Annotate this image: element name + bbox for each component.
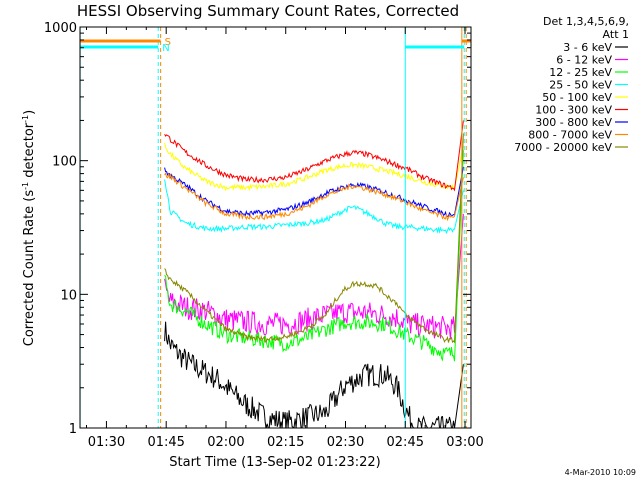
x-tick-label: 02:30 [327,435,364,450]
series-line-2 [164,213,464,340]
legend-label-3: 12 - 25 keV [549,66,612,79]
plot-frame [79,26,472,429]
y-tick-label: 1000 [44,21,77,36]
legend-header-line1: Det 1,3,4,5,6,9, [543,15,629,28]
legend-label-1: 3 - 6 keV [563,41,612,54]
flag-S-label: S [165,37,171,48]
legend-label-8: 800 - 7000 keV [528,129,612,142]
series-line-5 [164,142,464,192]
x-tick-label: 02:15 [267,435,304,450]
legend-header-line2: Att 1 [603,28,629,41]
axis-ticks: 01:30 01:45 02:00 02:15 02:30 02:45 03:00 1 10 10… [44,21,484,450]
y-tick-label: 100 [52,155,77,170]
x-tick-label: 01:30 [88,435,125,450]
x-tick-label: 03:00 [446,435,483,450]
y-axis-label: Corrected Count Rate (s-1 detector-1) [21,110,37,346]
legend-label-6: 100 - 300 keV [535,104,612,117]
series-line-8 [164,172,464,222]
footer-date: 4-Mar-2010 10:09 [565,468,636,477]
chart-title: HESSI Observing Summary Count Rates, Cor… [77,2,459,20]
flag-N-label: N [162,43,169,54]
legend-label-5: 50 - 100 keV [542,91,612,104]
plot-lines [164,120,464,429]
x-tick-label: 01:45 [147,435,184,450]
x-tick-label: 02:45 [387,435,424,450]
x-axis-label: Start Time (13-Sep-02 01:23:22) [169,455,380,470]
series-line-1 [164,321,464,429]
y-tick-label: 10 [60,288,77,303]
legend-label-9: 7000 - 20000 keV [514,141,612,154]
y-tick-label: 1 [69,422,77,437]
legend-label-2: 6 - 12 keV [556,54,612,67]
series-line-9 [164,133,464,344]
series-line-4 [164,179,464,235]
series-line-7 [164,166,464,217]
series-line-3 [164,150,464,362]
legend-label-4: 25 - 50 keV [549,79,612,92]
status-flags: SN [80,37,471,54]
x-tick-label: 02:00 [207,435,244,450]
legend-label-7: 300 - 800 keV [535,116,612,129]
series-line-6 [164,120,464,192]
